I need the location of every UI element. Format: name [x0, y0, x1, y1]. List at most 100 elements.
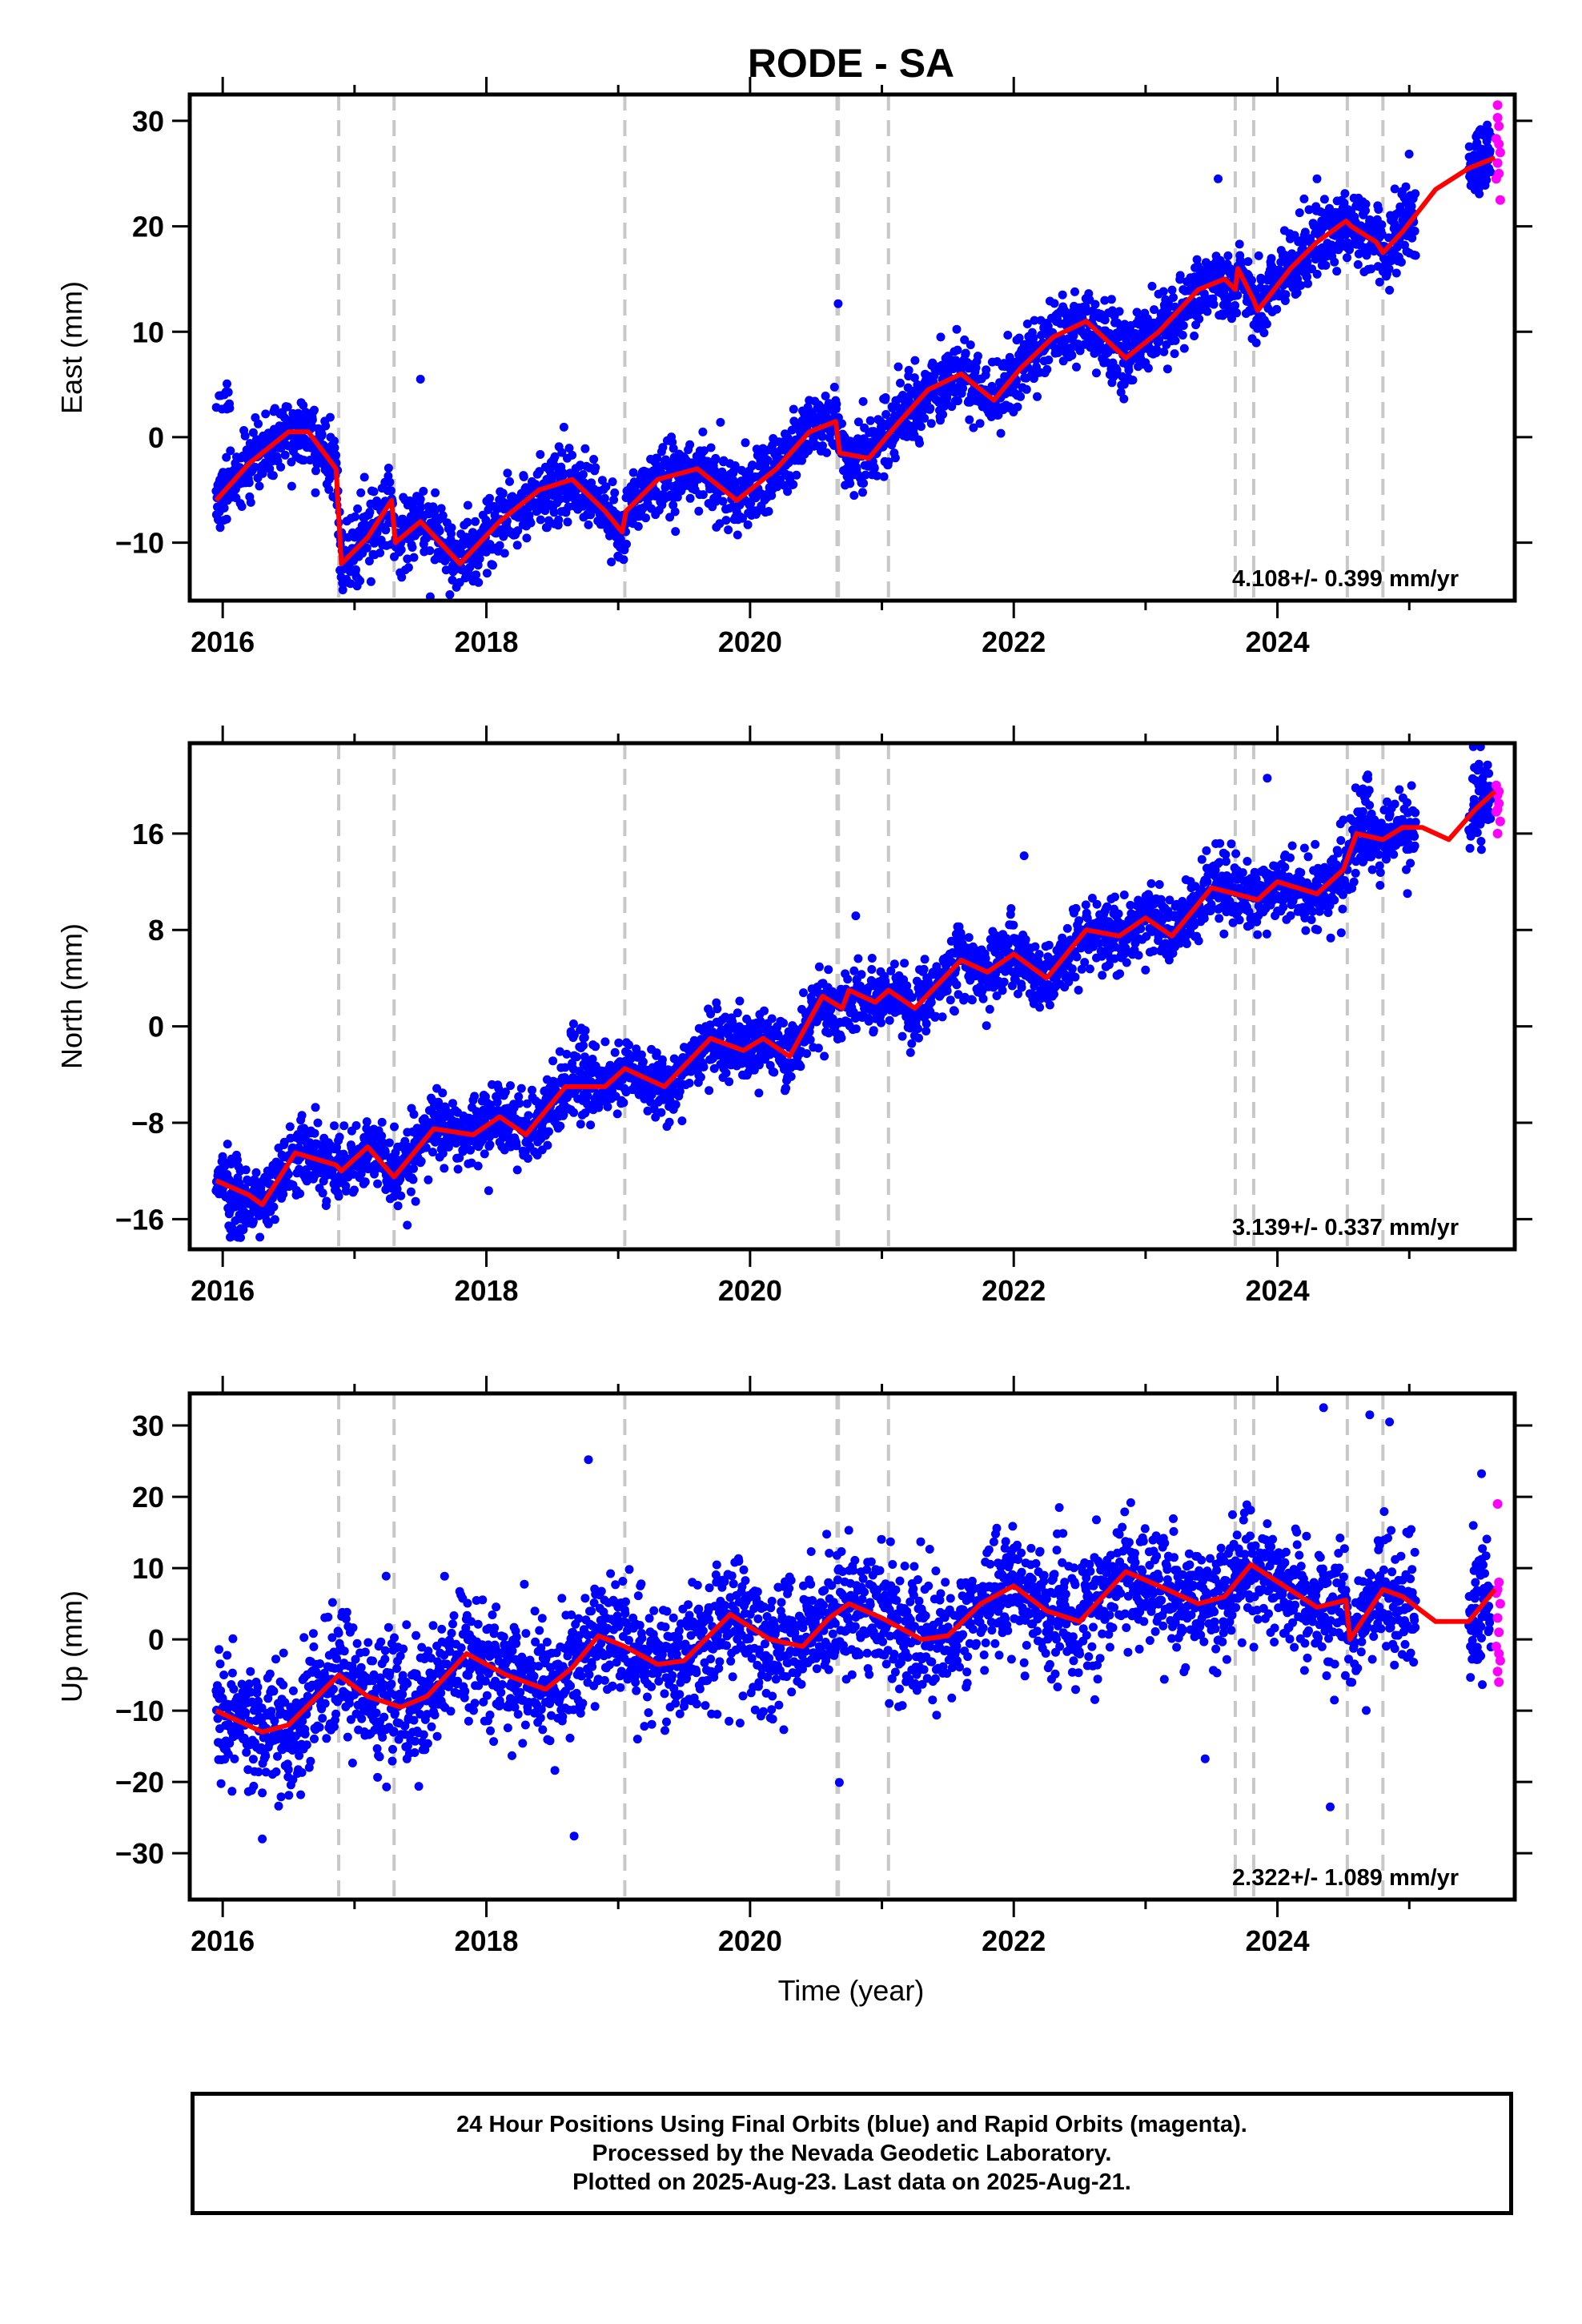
- data-point: [223, 379, 231, 388]
- data-point: [608, 477, 617, 487]
- data-point: [677, 1116, 687, 1126]
- data-point: [548, 1056, 558, 1066]
- data-point: [409, 1164, 418, 1173]
- data-point: [1385, 285, 1395, 295]
- data-point: [403, 554, 412, 564]
- data-point: [694, 506, 704, 516]
- data-point: [974, 352, 982, 361]
- data-point: [536, 515, 545, 525]
- data-point: [1374, 205, 1383, 214]
- data-point: [904, 365, 913, 375]
- data-point: [568, 450, 577, 460]
- rapid-point: [1492, 100, 1503, 111]
- rapid-point: [1494, 121, 1504, 131]
- data-point: [215, 523, 225, 533]
- data-point: [362, 1117, 371, 1127]
- data-point: [369, 487, 379, 497]
- data-point: [1132, 308, 1142, 317]
- data-point: [385, 477, 395, 487]
- data-point: [445, 590, 455, 599]
- data-point: [1128, 376, 1138, 385]
- panel-frame: [187, 92, 1517, 603]
- data-point: [1013, 402, 1022, 412]
- data-point: [543, 1140, 552, 1150]
- data-point: [313, 1118, 323, 1128]
- data-point: [628, 468, 638, 477]
- data-point: [438, 1148, 448, 1158]
- rapid-point: [1492, 113, 1503, 123]
- data-point: [285, 1122, 295, 1132]
- data-point: [969, 423, 978, 432]
- data-point: [1361, 199, 1371, 209]
- data-point: [853, 954, 863, 963]
- data-point: [821, 392, 830, 400]
- data-point: [738, 513, 747, 523]
- data-point: [1280, 296, 1290, 305]
- data-point: [872, 471, 881, 480]
- data-point: [506, 1081, 515, 1091]
- data-point: [1042, 364, 1052, 374]
- data-point: [472, 1107, 481, 1116]
- data-point: [965, 415, 974, 424]
- data-point: [505, 476, 514, 486]
- data-point: [251, 1168, 261, 1177]
- data-point: [721, 516, 731, 525]
- data-point: [987, 381, 997, 391]
- data-point: [263, 1219, 273, 1228]
- data-point: [942, 986, 952, 995]
- data-point: [657, 1055, 667, 1064]
- data-point: [379, 1138, 388, 1148]
- data-point: [558, 471, 568, 480]
- data-point: [219, 503, 229, 513]
- data-point: [610, 1047, 620, 1057]
- data-point: [919, 964, 929, 974]
- data-point: [1267, 254, 1276, 263]
- data-point: [261, 409, 271, 419]
- data-point: [1393, 241, 1403, 251]
- data-point: [1472, 130, 1482, 139]
- data-point: [1312, 174, 1322, 183]
- data-point: [705, 1086, 714, 1096]
- data-point: [332, 1143, 341, 1152]
- data-point: [1030, 316, 1039, 325]
- data-point: [500, 1088, 510, 1097]
- data-point: [953, 345, 962, 355]
- data-point: [614, 1038, 624, 1047]
- data-point: [463, 501, 472, 510]
- data-point: [733, 1008, 742, 1018]
- data-point: [557, 448, 567, 457]
- data-point: [1391, 268, 1401, 278]
- data-point: [1404, 149, 1414, 159]
- data-point: [409, 1110, 419, 1119]
- data-point: [711, 453, 721, 463]
- data-point: [240, 431, 250, 440]
- data-point: [484, 1186, 493, 1196]
- data-point: [799, 988, 808, 998]
- data-point: [1367, 264, 1376, 274]
- data-point: [362, 543, 371, 553]
- data-point: [820, 1051, 829, 1061]
- data-point: [926, 419, 936, 428]
- data-point: [817, 432, 827, 441]
- data-point: [1223, 251, 1233, 260]
- data-point: [1162, 364, 1172, 374]
- data-point: [1232, 308, 1242, 318]
- data-point: [952, 980, 962, 990]
- data-point: [528, 1085, 536, 1095]
- data-point: [466, 1145, 475, 1155]
- data-point: [276, 462, 286, 472]
- data-point: [600, 493, 609, 503]
- data-point: [383, 464, 393, 472]
- data-point: [915, 438, 924, 448]
- data-point: [1401, 182, 1411, 191]
- data-point: [851, 911, 861, 921]
- data-point: [633, 521, 643, 531]
- data-point: [283, 402, 292, 412]
- data-point: [713, 1004, 722, 1014]
- data-point: [472, 570, 481, 580]
- data-point: [1303, 279, 1312, 288]
- data-point: [514, 1092, 524, 1101]
- data-point: [421, 1143, 431, 1152]
- data-point: [591, 463, 600, 472]
